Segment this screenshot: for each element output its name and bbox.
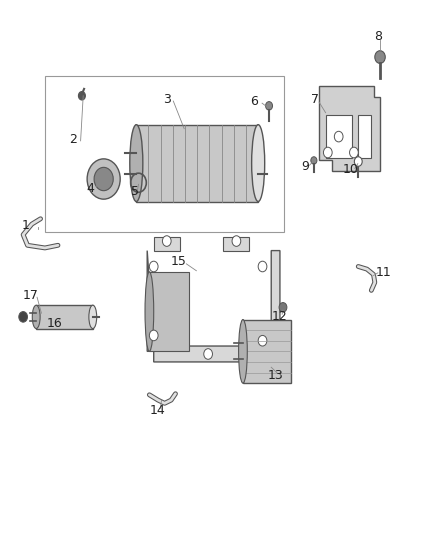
Polygon shape [319,86,380,171]
Circle shape [87,159,120,199]
Text: 7: 7 [311,93,319,106]
Bar [136,125,258,201]
Text: 10: 10 [343,164,358,176]
Bar [149,272,188,351]
Circle shape [279,303,287,312]
Circle shape [19,312,28,322]
Circle shape [311,157,317,164]
Polygon shape [147,251,280,362]
Text: 16: 16 [46,317,62,330]
Circle shape [265,102,272,110]
Bar [154,237,180,251]
Ellipse shape [32,305,40,328]
Text: 4: 4 [87,182,95,195]
Ellipse shape [239,319,247,383]
Text: 12: 12 [272,310,288,323]
Circle shape [149,330,158,341]
Bar [243,319,291,383]
Text: 17: 17 [23,289,39,302]
Bar [45,76,284,232]
Bar [325,115,352,158]
Circle shape [94,167,113,191]
Circle shape [375,51,385,63]
Text: 9: 9 [301,160,309,173]
Ellipse shape [145,272,154,351]
Circle shape [204,349,212,359]
Ellipse shape [89,305,97,328]
Text: 15: 15 [171,255,187,268]
Circle shape [354,157,362,166]
Circle shape [232,236,241,246]
Text: 13: 13 [268,369,283,382]
Circle shape [334,131,343,142]
Circle shape [350,147,358,158]
Text: 11: 11 [376,266,392,279]
Text: 6: 6 [250,94,258,108]
Bar [223,237,250,251]
Circle shape [258,261,267,272]
Circle shape [258,335,267,346]
Text: 2: 2 [69,133,77,146]
Ellipse shape [252,125,265,201]
Circle shape [149,261,158,272]
Text: 5: 5 [131,185,138,198]
Text: 8: 8 [374,30,382,43]
Text: 3: 3 [163,93,171,106]
Circle shape [78,92,85,100]
Circle shape [323,147,332,158]
Text: 1: 1 [21,219,29,232]
Bar [358,115,371,158]
Bar [36,305,93,328]
Ellipse shape [130,125,143,201]
Text: 14: 14 [149,404,165,417]
Circle shape [162,236,171,246]
